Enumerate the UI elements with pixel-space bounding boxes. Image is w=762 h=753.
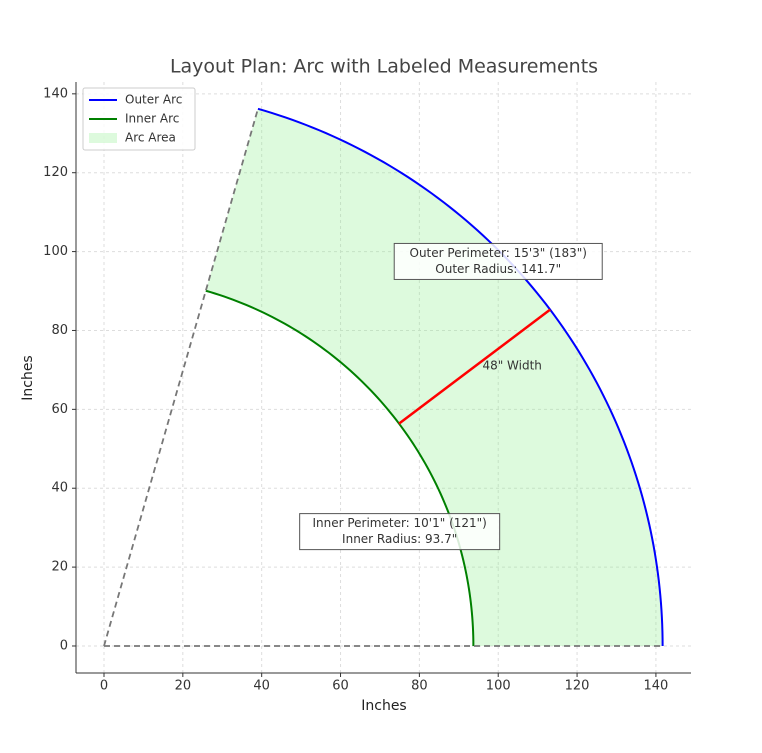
legend-swatch	[89, 133, 117, 143]
y-tick-label: 100	[43, 244, 68, 259]
x-tick-label: 40	[253, 679, 270, 694]
y-tick-label: 60	[51, 402, 68, 417]
annotation-text: Inner Perimeter: 10'1" (121")	[312, 516, 486, 530]
x-tick-label: 100	[486, 679, 511, 694]
width-line	[398, 308, 551, 425]
boundary-line	[103, 108, 259, 647]
y-tick-label: 20	[51, 560, 68, 575]
arc-area	[205, 108, 663, 646]
x-axis-label: Inches	[361, 698, 406, 714]
chart-title: Layout Plan: Arc with Labeled Measuremen…	[170, 56, 598, 78]
y-tick-label: 40	[51, 481, 68, 496]
legend-label: Inner Arc	[125, 112, 179, 126]
x-tick-label: 140	[643, 679, 668, 694]
x-tick-label: 80	[411, 679, 428, 694]
legend-box	[82, 87, 196, 151]
legend-label: Outer Arc	[125, 93, 182, 107]
y-axis-label: Inches	[20, 355, 36, 400]
x-tick-label: 0	[100, 679, 108, 694]
annotation-text: Outer Radius: 141.7"	[435, 262, 561, 276]
annotation-box	[299, 513, 501, 551]
y-tick-label: 120	[43, 165, 68, 180]
legend-label: Arc Area	[125, 131, 176, 145]
y-tick-label: 80	[51, 323, 68, 338]
width-label: 48" Width	[482, 358, 541, 372]
annotation-box	[393, 242, 603, 280]
x-tick-label: 60	[332, 679, 349, 694]
x-tick-label: 20	[175, 679, 192, 694]
x-tick-label: 120	[565, 679, 590, 694]
y-tick-label: 140	[43, 86, 68, 101]
annotation-text: Outer Perimeter: 15'3" (183")	[410, 246, 587, 260]
annotation-text: Inner Radius: 93.7"	[342, 532, 457, 546]
y-tick-label: 0	[60, 638, 68, 653]
